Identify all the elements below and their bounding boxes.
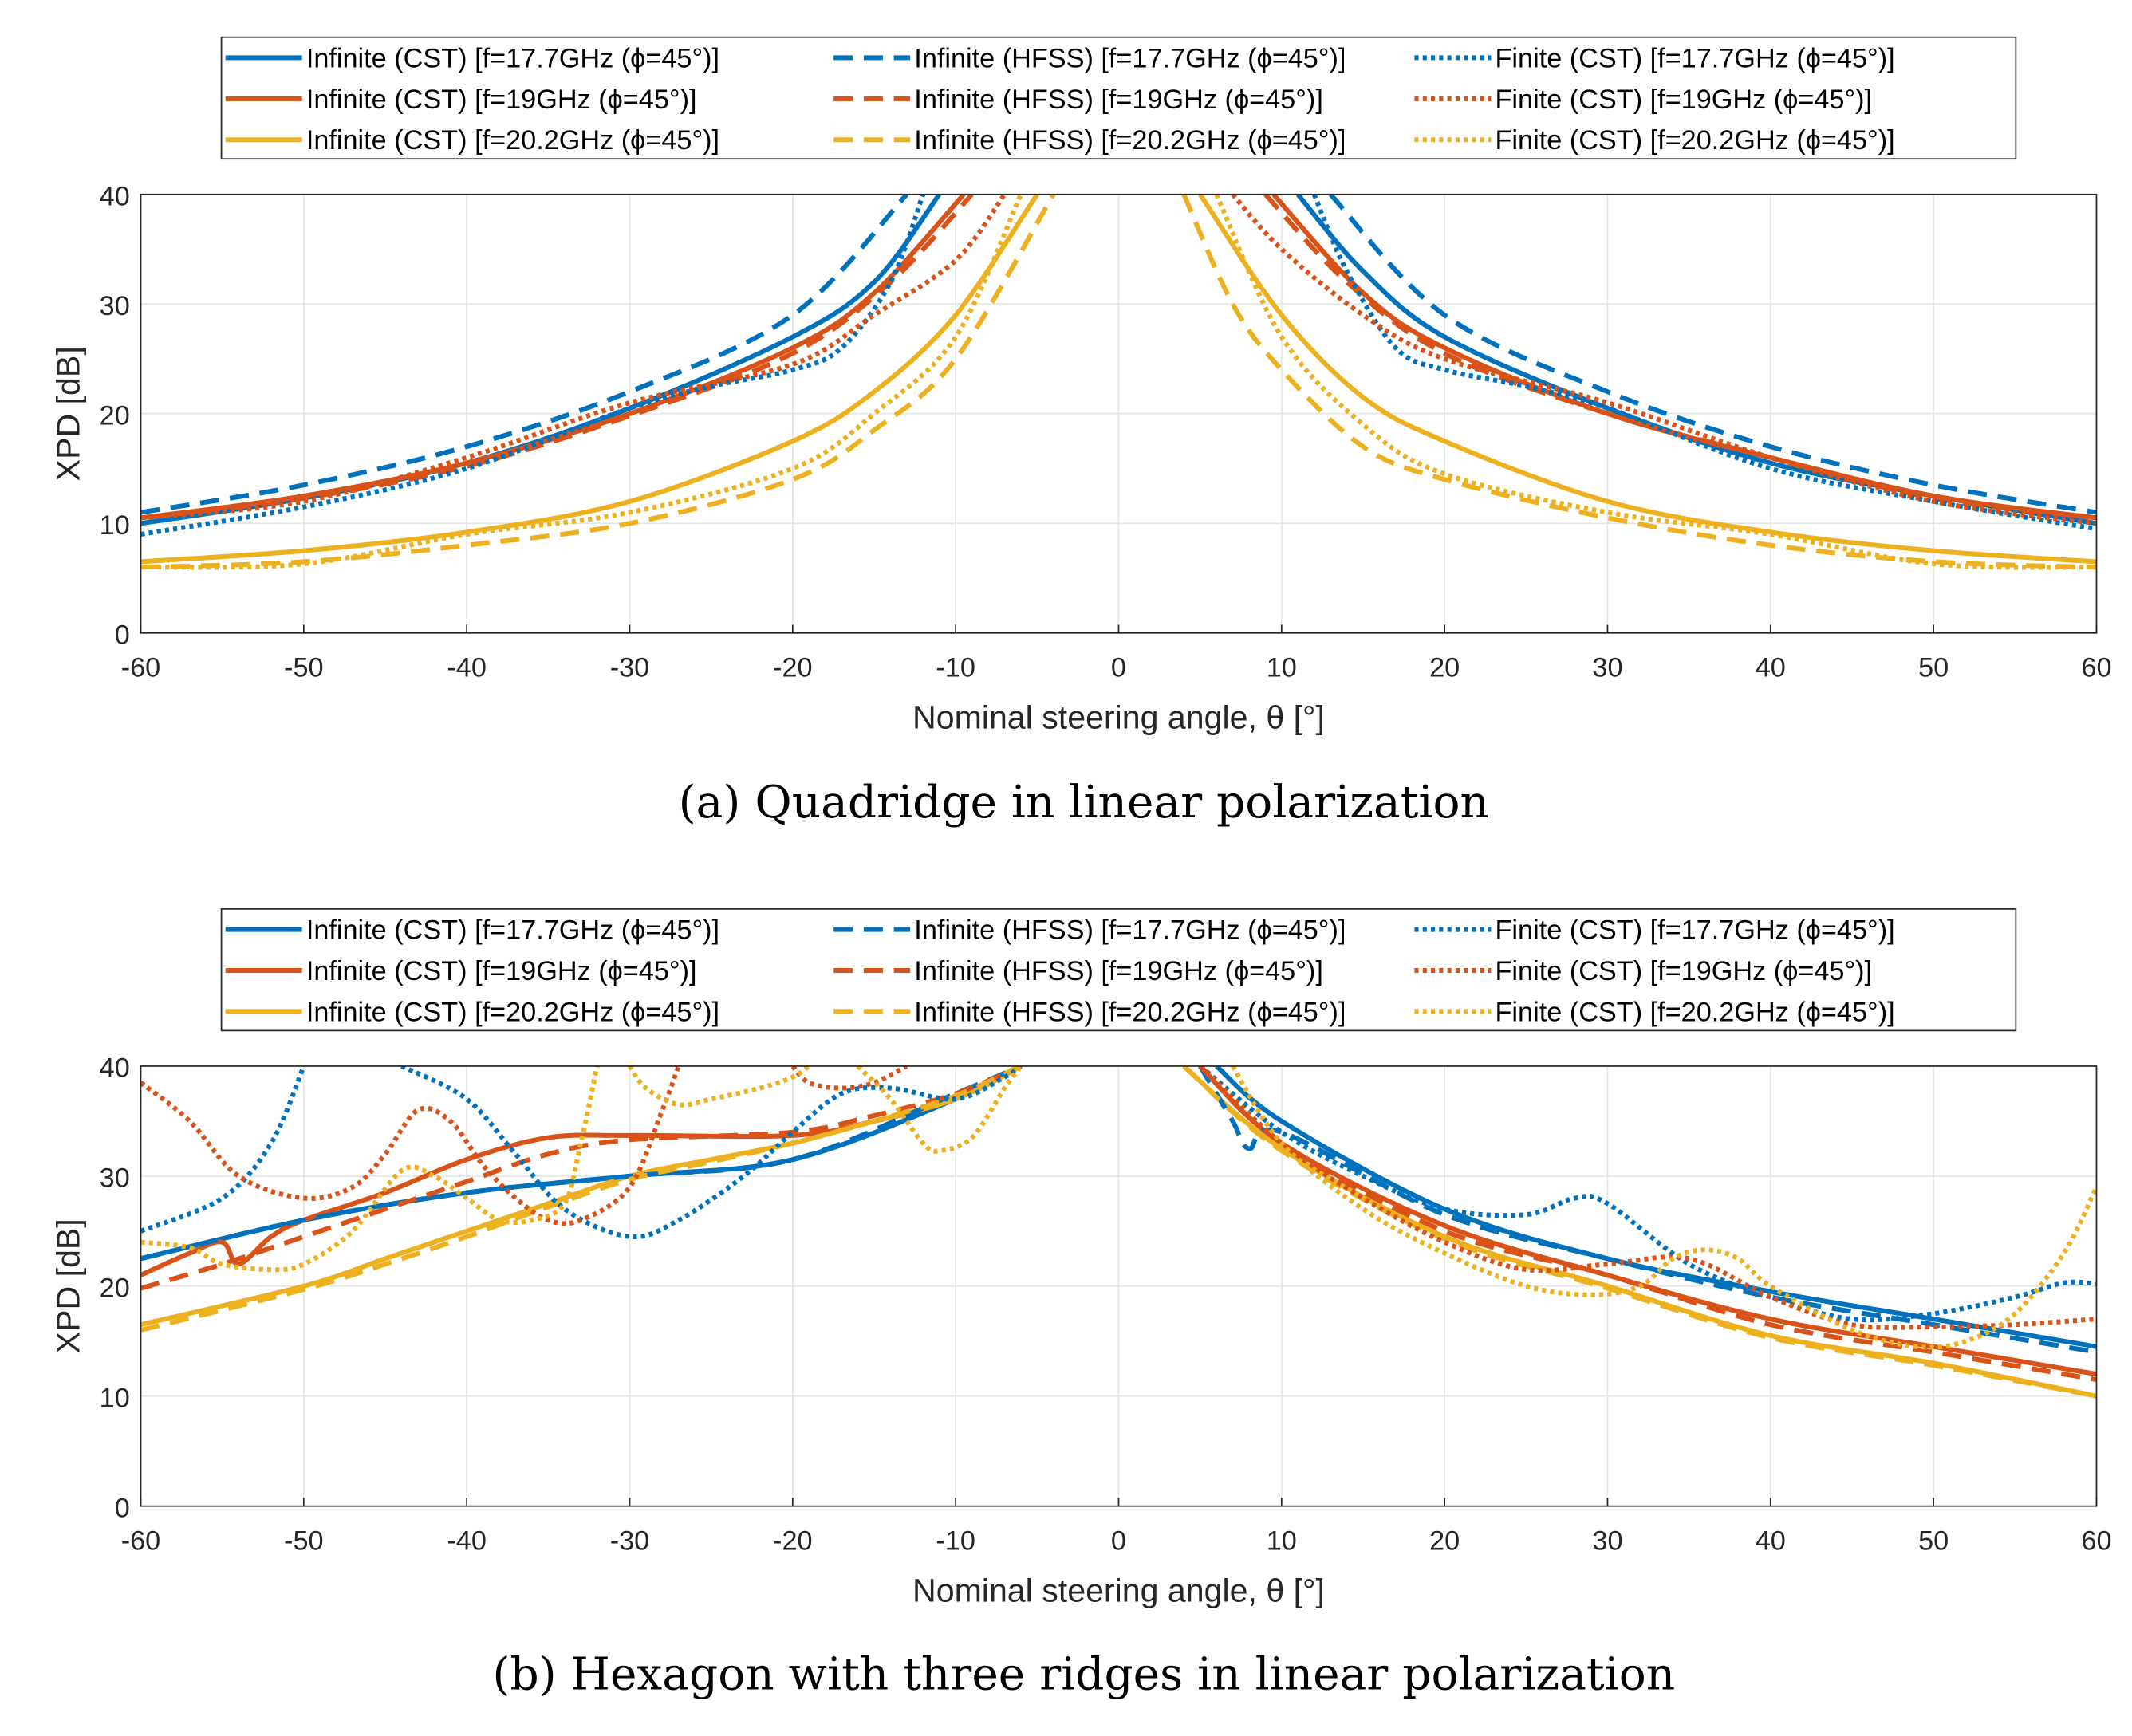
x-tick-label: -50 bbox=[284, 1526, 324, 1557]
x-tick-label: 50 bbox=[1918, 1526, 1949, 1557]
y-axis-label: XPD [dB] bbox=[49, 1218, 86, 1353]
series-line-dotted bbox=[1198, 1065, 2097, 1323]
axes-box bbox=[140, 193, 2098, 634]
y-tick-label: 30 bbox=[100, 291, 130, 321]
x-tick-label: -10 bbox=[936, 653, 975, 683]
chart-a: -60 -50 -40 -30 -20 -10 0 10 20 30 40 50 60 0 10 20 30 40… bbox=[49, 36, 2112, 829]
x-tick-label: 30 bbox=[1592, 1526, 1622, 1557]
legend-box bbox=[220, 908, 2017, 1032]
x-axis-label: Nominal steering angle, θ [°] bbox=[912, 699, 1325, 736]
y-tick-label: 40 bbox=[100, 1053, 130, 1084]
y-tick-label: 20 bbox=[100, 400, 130, 431]
legend: Infinite (CST) [f=17.7GHz (ϕ=45°)] Infini… bbox=[220, 908, 2017, 1032]
series-line-dashed bbox=[140, 194, 909, 515]
legend-entry: Finite (CST) [f=19GHz (ϕ=45°)] bbox=[1496, 956, 1873, 986]
x-tick-label: 60 bbox=[2081, 653, 2111, 683]
x-tick-label: -60 bbox=[121, 653, 161, 683]
series-line-dotted bbox=[140, 1065, 681, 1226]
legend-entry: Infinite (HFSS) [f=19GHz (ϕ=45°)] bbox=[914, 956, 1323, 986]
x-tick-label: 50 bbox=[1918, 653, 1949, 683]
series-line-dotted bbox=[856, 1065, 1023, 1154]
legend-entry: Infinite (CST) [f=19GHz (ϕ=45°)] bbox=[306, 956, 697, 986]
series-line-dotted bbox=[790, 1065, 908, 1091]
series-line-dotted bbox=[400, 1065, 1023, 1240]
series-line-dotted bbox=[1214, 194, 2097, 570]
series-line-dashed bbox=[1181, 194, 2097, 570]
legend-entry: Infinite (CST) [f=17.7GHz (ϕ=45°)] bbox=[306, 43, 719, 73]
axes-box bbox=[140, 1065, 2098, 1507]
x-tick-label: 20 bbox=[1429, 1526, 1460, 1557]
x-tick-label: 10 bbox=[1267, 653, 1297, 683]
caption: (b) Hexagon with three ridges in linear … bbox=[492, 1648, 1675, 1700]
legend-entry: Infinite (CST) [f=19GHz (ϕ=45°)] bbox=[306, 85, 697, 115]
x-tick-label: -40 bbox=[447, 653, 487, 683]
x-tick-label: 40 bbox=[1756, 653, 1786, 683]
legend: Infinite (CST) [f=17.7GHz (ϕ=45°)] Infini… bbox=[220, 36, 2017, 160]
x-tick-label: -20 bbox=[773, 653, 813, 683]
legend-entry: Infinite (HFSS) [f=17.7GHz (ϕ=45°)] bbox=[914, 915, 1346, 946]
series-line-dashed bbox=[140, 194, 1056, 570]
legend-entry: Finite (CST) [f=20.2GHz (ϕ=45°)] bbox=[1496, 125, 1895, 155]
x-tick-label: -40 bbox=[447, 1526, 487, 1557]
x-tick-label: -20 bbox=[773, 1526, 813, 1557]
series-line-dashed bbox=[1328, 194, 2097, 515]
series-line-dotted bbox=[140, 194, 1023, 570]
legend-entry: Finite (CST) [f=17.7GHz (ϕ=45°)] bbox=[1496, 915, 1895, 946]
y-tick-label: 0 bbox=[115, 1493, 130, 1523]
x-tick-label: -60 bbox=[121, 1526, 161, 1557]
series-line-dashed bbox=[1198, 1065, 2097, 1382]
y-axis-label: XPD [dB] bbox=[49, 346, 86, 481]
legend-entry: Infinite (HFSS) [f=20.2GHz (ϕ=45°)] bbox=[914, 997, 1346, 1027]
series-line-dotted bbox=[140, 194, 1007, 521]
series-line-solid bbox=[140, 194, 1039, 565]
series-line-solid bbox=[1198, 194, 2097, 565]
series-line-dashed bbox=[140, 194, 974, 521]
legend-entry: Infinite (CST) [f=20.2GHz (ϕ=45°)] bbox=[306, 997, 719, 1027]
series-line-dashed bbox=[140, 1065, 1023, 1262]
x-tick-label: -10 bbox=[936, 1526, 975, 1557]
legend-entry: Finite (CST) [f=17.7GHz (ϕ=45°)] bbox=[1496, 43, 1895, 73]
legend-entry: Finite (CST) [f=19GHz (ϕ=45°)] bbox=[1496, 85, 1873, 115]
y-tick-label: 40 bbox=[100, 181, 130, 211]
x-tick-label: -50 bbox=[284, 653, 324, 683]
series-line-dotted bbox=[1231, 194, 2097, 526]
legend-entry: Infinite (HFSS) [f=20.2GHz (ϕ=45°)] bbox=[914, 125, 1346, 155]
legend-entry: Finite (CST) [f=20.2GHz (ϕ=45°)] bbox=[1496, 997, 1895, 1027]
legend-entry: Infinite (HFSS) [f=19GHz (ϕ=45°)] bbox=[914, 85, 1323, 115]
series-line-dashed bbox=[1182, 1065, 2097, 1399]
x-tick-label: 30 bbox=[1592, 653, 1622, 683]
caption: (a) Quadridge in linear polarization bbox=[679, 777, 1489, 829]
y-tick-label: 20 bbox=[100, 1273, 130, 1304]
x-tick-label: 10 bbox=[1267, 1526, 1297, 1557]
y-tick-label: 30 bbox=[100, 1163, 130, 1194]
series-line-dotted bbox=[627, 1065, 810, 1108]
x-tick-label: 0 bbox=[1111, 1526, 1126, 1557]
x-axis-label: Nominal steering angle, θ [°] bbox=[912, 1573, 1325, 1609]
legend-entry: Infinite (CST) [f=20.2GHz (ϕ=45°)] bbox=[306, 125, 719, 155]
series-line-dashed bbox=[1263, 194, 2097, 521]
series-line-dotted bbox=[140, 1065, 306, 1234]
series-line-dotted bbox=[1311, 194, 2097, 532]
x-tick-label: 60 bbox=[2081, 1526, 2111, 1557]
chart-b: -60 -50 -40 -30 -20 -10 0 10 20 30 40 50 60 0 10 20 30 40… bbox=[49, 908, 2112, 1700]
series-line-dashed bbox=[1198, 1065, 2097, 1355]
x-tick-label: 20 bbox=[1429, 653, 1460, 683]
x-tick-label: 0 bbox=[1111, 653, 1126, 683]
y-tick-label: 10 bbox=[100, 510, 130, 541]
y-tick-label: 0 bbox=[115, 620, 130, 650]
legend-box bbox=[220, 36, 2017, 160]
series-group bbox=[140, 1065, 2097, 1399]
x-tick-label: -30 bbox=[610, 1526, 650, 1557]
x-tick-label: 40 bbox=[1756, 1526, 1786, 1557]
legend-entry: Infinite (CST) [f=17.7GHz (ϕ=45°)] bbox=[306, 915, 719, 946]
series-line-dashed bbox=[140, 1065, 1023, 1291]
y-tick-label: 10 bbox=[100, 1383, 130, 1413]
legend-entry: Infinite (HFSS) [f=17.7GHz (ϕ=45°)] bbox=[914, 43, 1346, 73]
x-tick-label: -30 bbox=[610, 653, 650, 683]
series-group bbox=[140, 194, 2097, 570]
